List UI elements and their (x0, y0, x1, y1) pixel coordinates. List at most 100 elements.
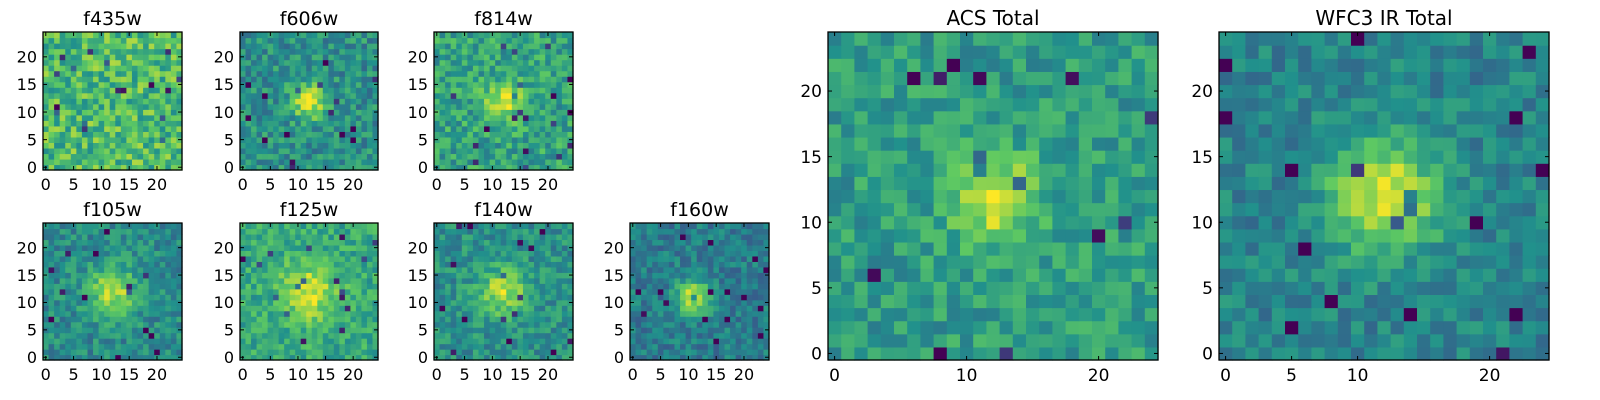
f435w-pixel (48, 109, 55, 116)
f606w-pixel (300, 125, 307, 132)
f160w-pixel (685, 299, 692, 306)
f125w-pixel (317, 354, 324, 361)
f606w-pixel (267, 153, 274, 160)
f435w-pixel (165, 142, 172, 149)
f140w-pixel (567, 338, 574, 345)
f105w-pixel (131, 233, 139, 241)
f140w-pixel (461, 244, 468, 251)
f125w-pixel (295, 310, 302, 317)
f140w-pixel (517, 255, 524, 262)
f125w-pixel (267, 321, 274, 328)
f160w-pixel (646, 327, 653, 334)
f435w-pixel (87, 131, 94, 138)
f160w-pixel (696, 266, 703, 273)
f160w-pixel (685, 294, 692, 301)
f814w-pixel (517, 59, 524, 66)
acs-total-pixel (854, 255, 869, 269)
f125w-pixel (372, 321, 379, 328)
f606w-pixel (256, 81, 263, 88)
f435w-pixel (98, 158, 105, 166)
f814w-pixel (439, 147, 446, 155)
f814w-pixel (439, 120, 446, 127)
f125w-pixel (339, 228, 346, 235)
f606w-pixel (306, 65, 313, 72)
f160w-pixel (663, 354, 670, 361)
f140w-pixel (534, 233, 541, 241)
f606w-pixel (306, 103, 313, 110)
f814w-pixel (539, 109, 546, 116)
f606w-pixel (278, 92, 285, 99)
acs-total-pixel (1078, 150, 1093, 164)
acs-total-pixel (1052, 215, 1067, 230)
f140w-pixel (545, 228, 552, 235)
f814w-pixel (450, 76, 457, 83)
f814w-title: f814w (474, 8, 533, 30)
acs-total-pixel (1144, 176, 1159, 191)
f105w-pixel (98, 228, 105, 235)
f435w-pixel (143, 114, 150, 121)
f125w-pixel (289, 299, 296, 306)
acs-total-pixel (854, 294, 869, 309)
acs-total-pixel (1012, 268, 1027, 282)
f606w-pixel (355, 158, 363, 166)
f606w-pixel (344, 125, 351, 132)
f606w-pixel (256, 48, 263, 55)
f435w-pixel (154, 54, 161, 61)
f606w-pixel (306, 114, 313, 121)
f814w-pixel (461, 147, 468, 155)
f160w-pixel (663, 233, 670, 241)
acs-total-pixel (1092, 281, 1106, 295)
f814w-pixel (489, 54, 496, 61)
f125w-pixel (267, 299, 274, 306)
f435w-pixel (137, 37, 144, 44)
f814w-pixel (545, 48, 552, 55)
f125w-pixel (333, 277, 340, 284)
f160w-pixel (741, 244, 748, 251)
f140w-pixel (450, 233, 457, 241)
acs-total-pixel (1012, 189, 1027, 204)
f140w-pixel (489, 239, 496, 246)
f435w-pixel (93, 70, 100, 77)
f160w-pixel (685, 332, 692, 339)
f814w-pixel (539, 114, 546, 121)
f140w-pixel (489, 332, 496, 339)
f606w-pixel (240, 147, 247, 155)
f814w-pixel (550, 59, 557, 66)
f125w-pixel (267, 310, 274, 317)
f125w-pixel (240, 343, 247, 350)
acs-total-pixel (1078, 281, 1093, 295)
f125w-pixel (333, 233, 340, 241)
f814w-pixel (506, 54, 513, 61)
f606w-pixel (273, 125, 280, 132)
f160w-pixel (680, 228, 687, 235)
f435w-pixel (126, 37, 133, 44)
f125w-pixel (366, 316, 374, 323)
f814w-pixel (506, 37, 513, 44)
f160w-pixel (707, 250, 714, 257)
f435w-pixel (65, 54, 72, 61)
f125w-xtick-label: 0 (238, 365, 248, 384)
f160w-pixel (707, 316, 714, 323)
f140w-pixel (489, 250, 496, 257)
f140w-pixel (522, 305, 530, 312)
f140w-pixel (517, 277, 524, 284)
f606w-pixel (256, 103, 263, 110)
f140w-pixel (534, 316, 541, 323)
f435w-pixel (48, 92, 55, 99)
f125w-pixel (267, 283, 274, 290)
f125w-pixel (251, 261, 258, 268)
f125w-pixel (361, 354, 368, 361)
f125w-pixel (278, 349, 285, 356)
f160w-pixel (646, 261, 653, 268)
f435w-pixel (48, 32, 55, 39)
f125w-pixel (240, 255, 247, 262)
f814w-pixel (556, 125, 563, 132)
f125w-pixel (306, 299, 313, 306)
f160w-pixel (691, 327, 698, 334)
f105w-pixel (176, 228, 183, 235)
f125w-pixel (350, 228, 357, 235)
f140w-pixel (517, 316, 524, 323)
f105w-pixel (131, 343, 139, 350)
f435w-pixel (48, 158, 55, 166)
f160w-pixel (652, 261, 659, 268)
